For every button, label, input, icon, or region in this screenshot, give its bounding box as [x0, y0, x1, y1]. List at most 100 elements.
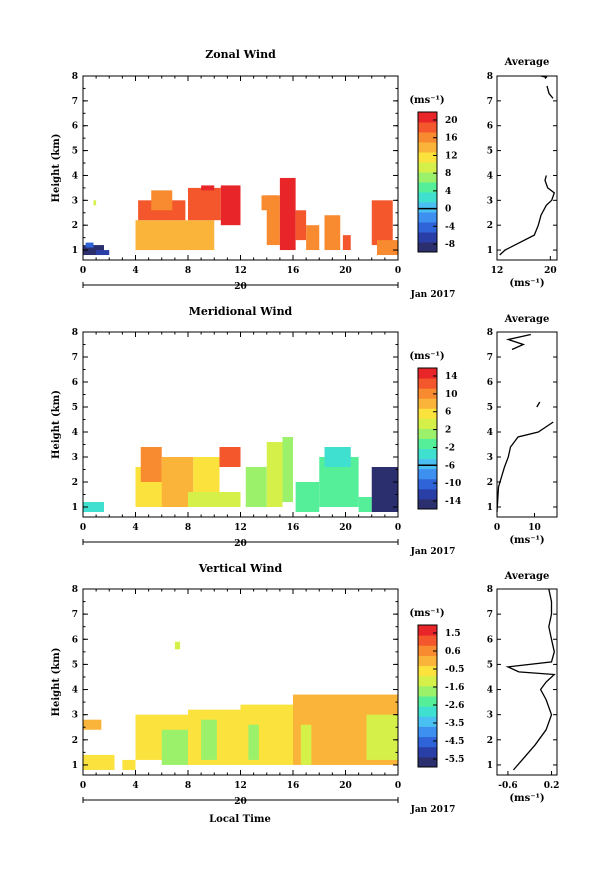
average-y-tick-label: 4 [487, 171, 493, 181]
day-label: 20 [234, 282, 247, 292]
data-cell [248, 724, 259, 760]
y-axis-label: Height (km) [51, 390, 62, 459]
colorbar-cell [418, 212, 437, 223]
average-x-tick-label: 0 [494, 523, 500, 533]
y-tick-label: 8 [72, 72, 78, 82]
colorbar-cell [418, 685, 437, 697]
data-cell [300, 724, 312, 765]
average-x-tick-label: 12 [491, 266, 504, 276]
colorbar-cell [418, 388, 437, 399]
data-cell [282, 437, 293, 502]
date-label: Jan 2017 [410, 547, 456, 557]
average-y-tick-label: 2 [487, 736, 493, 746]
colorbar-cell [418, 448, 437, 460]
colorbar-cell [418, 378, 437, 389]
colorbar-tick-label: -14 [445, 497, 461, 507]
average-profile-line [546, 85, 554, 99]
colorbar-cell [418, 498, 437, 510]
average-y-tick-label: 8 [487, 585, 493, 595]
y-tick-label: 5 [72, 403, 78, 413]
colorbar-cell [418, 408, 437, 419]
panel-title: Meridional Wind [189, 305, 293, 318]
y-tick-label: 3 [72, 453, 78, 463]
data-cell [324, 447, 351, 467]
y-tick-label: 2 [72, 736, 78, 746]
average-y-tick-label: 1 [487, 246, 493, 256]
colorbar-tick-label: -0.5 [445, 665, 464, 675]
average-unit-label: (ms⁻¹) [509, 278, 544, 289]
colorbar-tick-label: 2 [445, 426, 451, 436]
colorbar-cell [418, 222, 437, 233]
data-cell [220, 185, 241, 226]
x-tick-label: 0 [80, 781, 86, 791]
y-axis-label: Height (km) [51, 648, 62, 717]
average-frame [496, 75, 558, 261]
colorbar-cell [418, 418, 437, 429]
colorbar-tick-label: 0 [445, 205, 451, 215]
colorbar-frame [417, 367, 438, 510]
colorbar-tick-label: -4 [445, 222, 455, 232]
y-tick-label: 3 [72, 196, 78, 206]
x-tick-label: 0 [80, 266, 86, 276]
average-y-tick-label: 7 [487, 610, 493, 620]
x-tick-label: 8 [185, 266, 191, 276]
average-x-tick-label: 10 [528, 523, 541, 533]
average-frame [496, 588, 558, 776]
data-cell [122, 759, 136, 770]
colorbar-cell [418, 162, 437, 173]
y-tick-label: 1 [72, 503, 78, 513]
colorbar-cell [418, 172, 437, 183]
data-cell [96, 250, 110, 256]
x-tick-label: 16 [287, 523, 300, 533]
data-cell [83, 502, 104, 512]
data-cell [140, 447, 162, 482]
colorbar-cell [418, 675, 437, 687]
average-y-tick-label: 3 [487, 453, 493, 463]
colorbar-cell [418, 478, 437, 490]
average-x-tick-label: 20 [544, 266, 557, 276]
y-tick-label: 3 [72, 711, 78, 721]
colorbar-cell [418, 756, 437, 768]
date-label: Jan 2017 [410, 290, 456, 300]
colorbar-cell [418, 438, 437, 450]
average-y-tick-label: 3 [487, 196, 493, 206]
y-tick-label: 4 [72, 428, 78, 438]
data-cell [366, 714, 398, 760]
colorbar-cell [418, 726, 437, 738]
colorbar-tick-label: -2.6 [445, 701, 464, 711]
colorbar-tick-label: 0.6 [445, 647, 461, 657]
data-cell [261, 195, 278, 211]
colorbar-unit-label: (ms⁻¹) [409, 95, 444, 106]
average-y-tick-label: 1 [487, 503, 493, 513]
colorbar-cell [418, 202, 437, 213]
colorbar-tick-label: -2 [445, 443, 455, 453]
colorbar-tick-label: 1.5 [445, 629, 461, 639]
data-cell [161, 729, 188, 765]
x-tick-label: 16 [287, 266, 300, 276]
x-tick-label: 12 [234, 266, 247, 276]
average-x-tick-label: -0.6 [498, 781, 517, 791]
data-cell [85, 242, 94, 248]
colorbar-tick-label: 14 [445, 372, 458, 382]
colorbar-cell [418, 142, 437, 153]
colorbar-cell [418, 488, 437, 500]
y-tick-label: 6 [72, 635, 78, 645]
colorbar-tick-label: 4 [445, 187, 451, 197]
average-y-tick-label: 7 [487, 353, 493, 363]
average-profile-line [536, 401, 541, 408]
date-label: Jan 2017 [410, 805, 456, 815]
data-cell [332, 699, 359, 725]
y-tick-label: 1 [72, 246, 78, 256]
average-y-tick-label: 6 [487, 378, 493, 388]
colorbar-tick-label: -4.5 [445, 737, 464, 747]
x-tick-label: 0 [395, 781, 401, 791]
data-cell [151, 190, 173, 211]
colorbar-tick-label: 10 [445, 390, 458, 400]
data-cell [295, 482, 320, 512]
average-y-tick-label: 5 [487, 660, 493, 670]
average-y-tick-label: 6 [487, 122, 493, 132]
colorbar-cell [418, 368, 437, 379]
data-cell [201, 719, 217, 760]
